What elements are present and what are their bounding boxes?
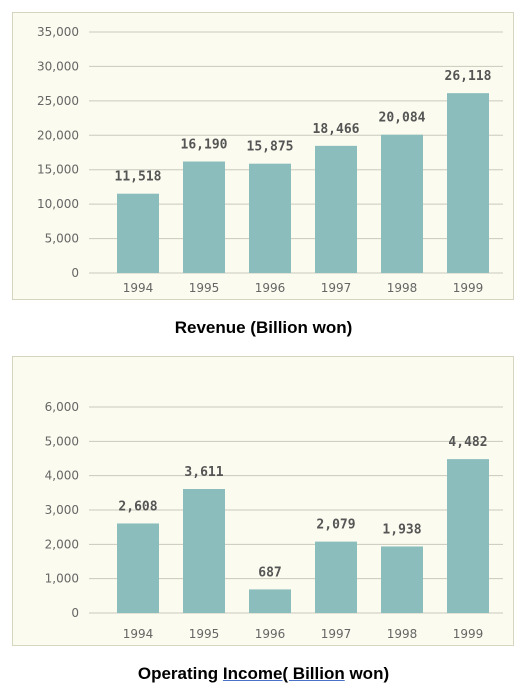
revenue-x-tick-label: 1998 bbox=[387, 281, 418, 295]
income-x-tick-label: 1999 bbox=[453, 627, 484, 641]
income-x-tick-label: 1996 bbox=[255, 627, 286, 641]
title-part-income: Income( Billion bbox=[223, 664, 345, 683]
operating-income-chart-panel: 0 1,000 2,000 3,000 4,000 5,000 6,000 2,608 1994… bbox=[12, 356, 514, 646]
income-x-tick-label: 1995 bbox=[189, 627, 220, 641]
revenue-bar bbox=[249, 164, 291, 273]
revenue-data-label: 11,518 bbox=[115, 170, 162, 185]
income-bar bbox=[117, 523, 159, 613]
revenue-data-label: 15,875 bbox=[247, 140, 294, 155]
title-part-operating: Operating bbox=[138, 664, 223, 683]
revenue-chart: 0 5,000 10,000 15,000 20,000 25,000 30,000 35,0… bbox=[13, 13, 515, 301]
revenue-y-tick-label: 35,000 bbox=[37, 25, 79, 39]
income-data-label: 687 bbox=[258, 565, 281, 580]
income-y-tick-label: 0 bbox=[71, 606, 79, 620]
revenue-y-tick-label: 15,000 bbox=[37, 163, 79, 177]
income-bar bbox=[183, 489, 225, 613]
income-data-label: 1,938 bbox=[382, 522, 421, 537]
revenue-y-tick-label: 10,000 bbox=[37, 197, 79, 211]
income-data-label: 2,079 bbox=[316, 518, 355, 533]
income-y-tick-label: 2,000 bbox=[45, 537, 79, 551]
income-y-tick-label: 1,000 bbox=[45, 572, 79, 586]
operating-income-chart-title: Operating Income( Billion won) bbox=[0, 664, 527, 684]
revenue-bar bbox=[315, 146, 357, 273]
income-bar bbox=[249, 589, 291, 613]
revenue-y-tick-label: 30,000 bbox=[37, 59, 79, 73]
revenue-data-label: 26,118 bbox=[445, 69, 492, 84]
revenue-x-tick-label: 1996 bbox=[255, 281, 286, 295]
title-part-won: won) bbox=[345, 664, 389, 683]
income-data-label: 3,611 bbox=[184, 465, 223, 480]
revenue-x-tick-label: 1995 bbox=[189, 281, 220, 295]
revenue-x-tick-label: 1999 bbox=[453, 281, 484, 295]
revenue-bar bbox=[117, 194, 159, 273]
income-bar bbox=[447, 459, 489, 613]
income-data-label: 4,482 bbox=[448, 435, 487, 450]
revenue-y-tick-label: 0 bbox=[71, 266, 79, 280]
revenue-x-tick-label: 1994 bbox=[123, 281, 154, 295]
revenue-bar bbox=[183, 162, 225, 273]
revenue-data-label: 16,190 bbox=[181, 138, 228, 153]
income-y-tick-label: 6,000 bbox=[45, 400, 79, 414]
revenue-y-tick-label: 5,000 bbox=[45, 232, 79, 246]
income-y-tick-label: 4,000 bbox=[45, 469, 79, 483]
revenue-y-tick-label: 25,000 bbox=[37, 94, 79, 108]
income-x-tick-label: 1998 bbox=[387, 627, 418, 641]
revenue-bar bbox=[447, 93, 489, 273]
income-data-label: 2,608 bbox=[118, 499, 157, 514]
revenue-y-tick-label: 20,000 bbox=[37, 128, 79, 142]
income-x-tick-label: 1994 bbox=[123, 627, 154, 641]
income-bar bbox=[381, 546, 423, 613]
revenue-chart-panel: 0 5,000 10,000 15,000 20,000 25,000 30,000 35,0… bbox=[12, 12, 514, 300]
revenue-x-tick-label: 1997 bbox=[321, 281, 352, 295]
revenue-chart-title: Revenue (Billion won) bbox=[0, 318, 527, 338]
revenue-data-label: 20,084 bbox=[379, 111, 426, 126]
revenue-data-label: 18,466 bbox=[313, 122, 360, 137]
revenue-bar bbox=[381, 135, 423, 273]
income-y-tick-label: 3,000 bbox=[45, 503, 79, 517]
income-y-tick-label: 5,000 bbox=[45, 434, 79, 448]
operating-income-chart: 0 1,000 2,000 3,000 4,000 5,000 6,000 2,608 1994… bbox=[13, 357, 515, 647]
income-x-tick-label: 1997 bbox=[321, 627, 352, 641]
income-bar bbox=[315, 542, 357, 613]
